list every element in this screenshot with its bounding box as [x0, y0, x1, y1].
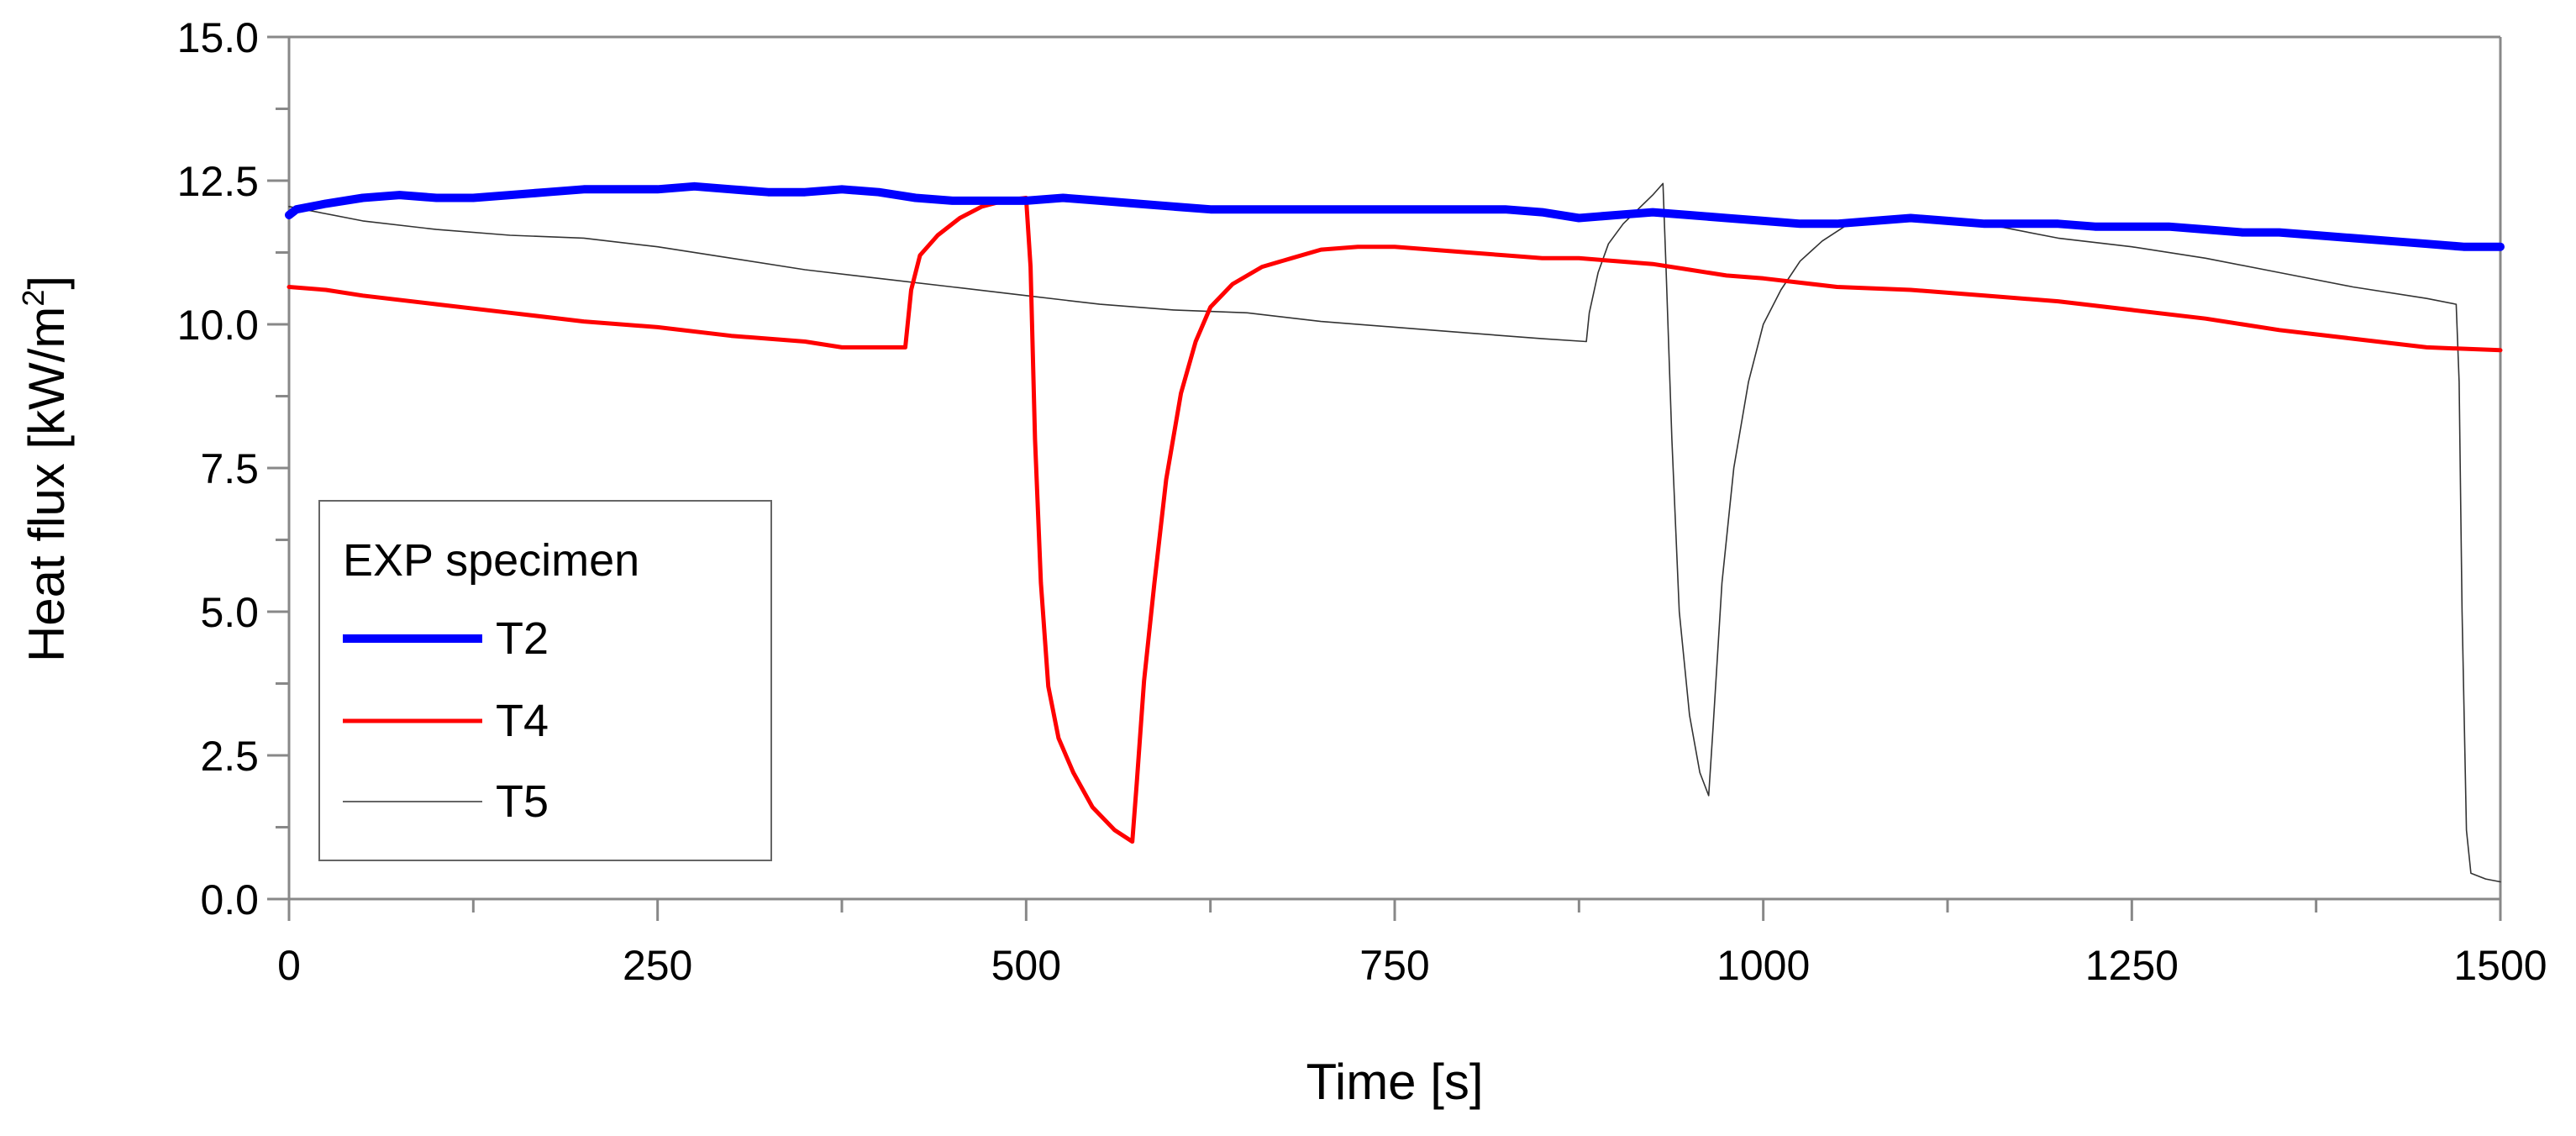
x-tick-label: 1500	[2453, 942, 2547, 989]
y-tick-label: 10.0	[177, 302, 259, 349]
series-line-t2	[285, 181, 2505, 251]
legend-label-t4: T4	[496, 696, 549, 746]
y-axis-title-main: Heat flux [kW/m	[18, 307, 75, 662]
x-tick-label: 750	[1359, 942, 1429, 989]
y-axis-title-superscript: 2	[16, 290, 50, 307]
x-tick-label: 500	[991, 942, 1061, 989]
legend-label-t2: T2	[496, 613, 549, 664]
y-tick-label: 12.5	[177, 158, 259, 205]
legend-title: EXP specimen	[343, 535, 639, 586]
y-axis-title: Heat flux [kW/m2]	[16, 276, 75, 662]
x-axis-title: Time [s]	[1306, 1054, 1483, 1110]
y-axis-title-close: ]	[18, 276, 75, 290]
y-axis-ticks: 0.0 2.5 5.0 7.5 10.0 12.5 15.0	[177, 14, 289, 923]
series-line-t4	[287, 196, 2503, 844]
series-line-t5	[288, 182, 2501, 883]
legend-box	[318, 500, 772, 861]
y-tick-label: 0.0	[200, 876, 259, 923]
legend-label-t5: T5	[496, 776, 549, 827]
x-tick-label: 0	[277, 942, 301, 989]
y-tick-label: 2.5	[200, 733, 259, 780]
x-tick-label: 250	[623, 942, 692, 989]
x-tick-label: 1250	[2085, 942, 2179, 989]
y-tick-label: 15.0	[177, 14, 259, 61]
series-lines	[285, 181, 2505, 883]
x-axis-ticks: 0 250 500 750 1000 1250 1500	[277, 899, 2547, 989]
y-tick-label: 7.5	[200, 445, 259, 492]
y-tick-label: 5.0	[200, 589, 259, 636]
x-tick-label: 1000	[1716, 942, 1810, 989]
legend: EXP specimen T2 T4 T5	[318, 500, 772, 861]
